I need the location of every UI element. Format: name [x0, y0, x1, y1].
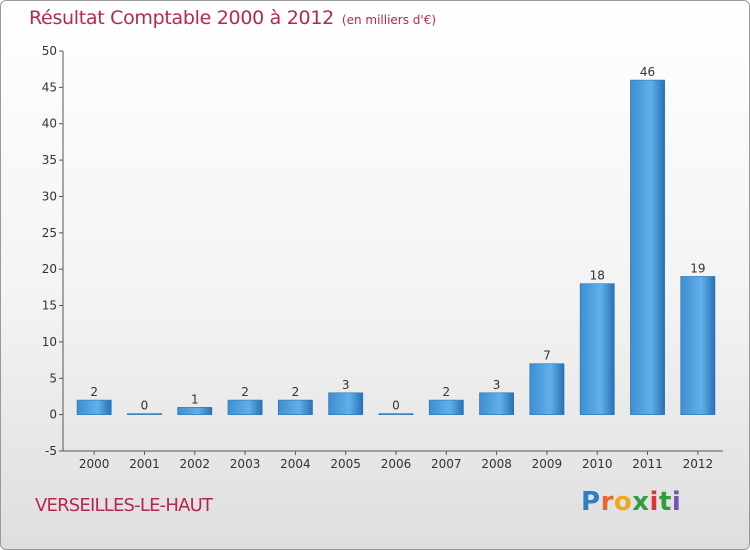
logo-letter: P — [581, 487, 601, 517]
bar-value-labels: 2 0 1 2 2 3 0 2 3 7 18 46 19 — [90, 65, 705, 413]
place-name: VERSEILLES-LE-HAUT — [35, 495, 213, 516]
chart-title: Résultat Comptable 2000 à 2012 (en millie… — [29, 7, 436, 29]
y-tick-label: 20 — [42, 262, 57, 276]
bar-2002 — [177, 407, 213, 415]
bar-value-label: 46 — [640, 65, 655, 79]
x-axis-ticks: 2000 2001 2002 2003 2004 2005 2006 2007 2008 2009… — [79, 451, 713, 471]
x-tick-label: 2002 — [179, 457, 210, 471]
bar-value-label: 18 — [590, 269, 605, 283]
chart-subtitle: (en milliers d'€) — [341, 13, 437, 27]
bar-2000 — [76, 399, 112, 415]
y-tick-label: 50 — [42, 44, 57, 58]
logo-letter: o — [613, 487, 633, 517]
y-axis-ticks: -5 0 5 10 15 20 25 30 35 40 45 50 — [42, 44, 63, 458]
bar-2005 — [328, 392, 364, 415]
proxiti-logo: Proxiti — [581, 487, 681, 517]
logo-letter: t — [658, 487, 672, 517]
bar-2010 — [579, 283, 615, 415]
x-tick-label: 2006 — [381, 457, 412, 471]
chart-axes — [62, 51, 723, 452]
x-tick-label: 2011 — [632, 457, 663, 471]
logo-letter: r — [600, 487, 614, 517]
bar-value-label: 19 — [690, 261, 705, 275]
bar-value-label: 7 — [543, 349, 551, 363]
x-tick-label: 2007 — [431, 457, 462, 471]
x-tick-label: 2001 — [129, 457, 160, 471]
bar-value-label: 2 — [292, 385, 300, 399]
x-tick-label: 2000 — [79, 457, 110, 471]
x-tick-label: 2003 — [230, 457, 261, 471]
y-tick-label: -5 — [45, 444, 57, 458]
x-tick-label: 2005 — [330, 457, 361, 471]
logo-letter: i — [671, 487, 682, 517]
bar-2009 — [529, 363, 565, 415]
logo-letter: x — [632, 487, 650, 517]
bar-value-label: 0 — [392, 399, 400, 413]
y-tick-label: 15 — [42, 299, 57, 313]
bar-value-label: 3 — [342, 378, 350, 392]
y-tick-label: 25 — [42, 226, 57, 240]
bar-value-label: 3 — [493, 378, 501, 392]
y-tick-label: 40 — [42, 117, 57, 131]
bar-value-label: 1 — [191, 392, 199, 406]
y-tick-label: 35 — [42, 153, 57, 167]
y-tick-label: 30 — [42, 189, 57, 203]
y-tick-label: 5 — [49, 371, 57, 385]
x-tick-label: 2008 — [481, 457, 512, 471]
bar-value-label: 2 — [241, 385, 249, 399]
x-tick-label: 2012 — [683, 457, 714, 471]
bar-2008 — [479, 392, 515, 415]
bar-value-label: 2 — [442, 385, 450, 399]
y-tick-label: 45 — [42, 80, 57, 94]
chart-title-text: Résultat Comptable 2000 à 2012 — [29, 7, 334, 29]
bar-value-label: 2 — [90, 385, 98, 399]
chart-bars — [76, 79, 716, 415]
bar-2006 — [378, 413, 414, 415]
bar-value-label: 0 — [141, 399, 149, 413]
bar-2007 — [428, 399, 464, 415]
bar-2004 — [277, 399, 313, 415]
x-tick-label: 2004 — [280, 457, 311, 471]
bar-2003 — [227, 399, 263, 415]
x-tick-label: 2009 — [532, 457, 563, 471]
logo-letter: i — [649, 487, 659, 517]
y-tick-label: 10 — [42, 335, 57, 349]
y-tick-label: 0 — [49, 408, 57, 422]
bar-2011 — [630, 79, 665, 415]
bar-2001 — [127, 413, 162, 415]
x-tick-label: 2010 — [582, 457, 613, 471]
bar-2012 — [680, 276, 716, 415]
